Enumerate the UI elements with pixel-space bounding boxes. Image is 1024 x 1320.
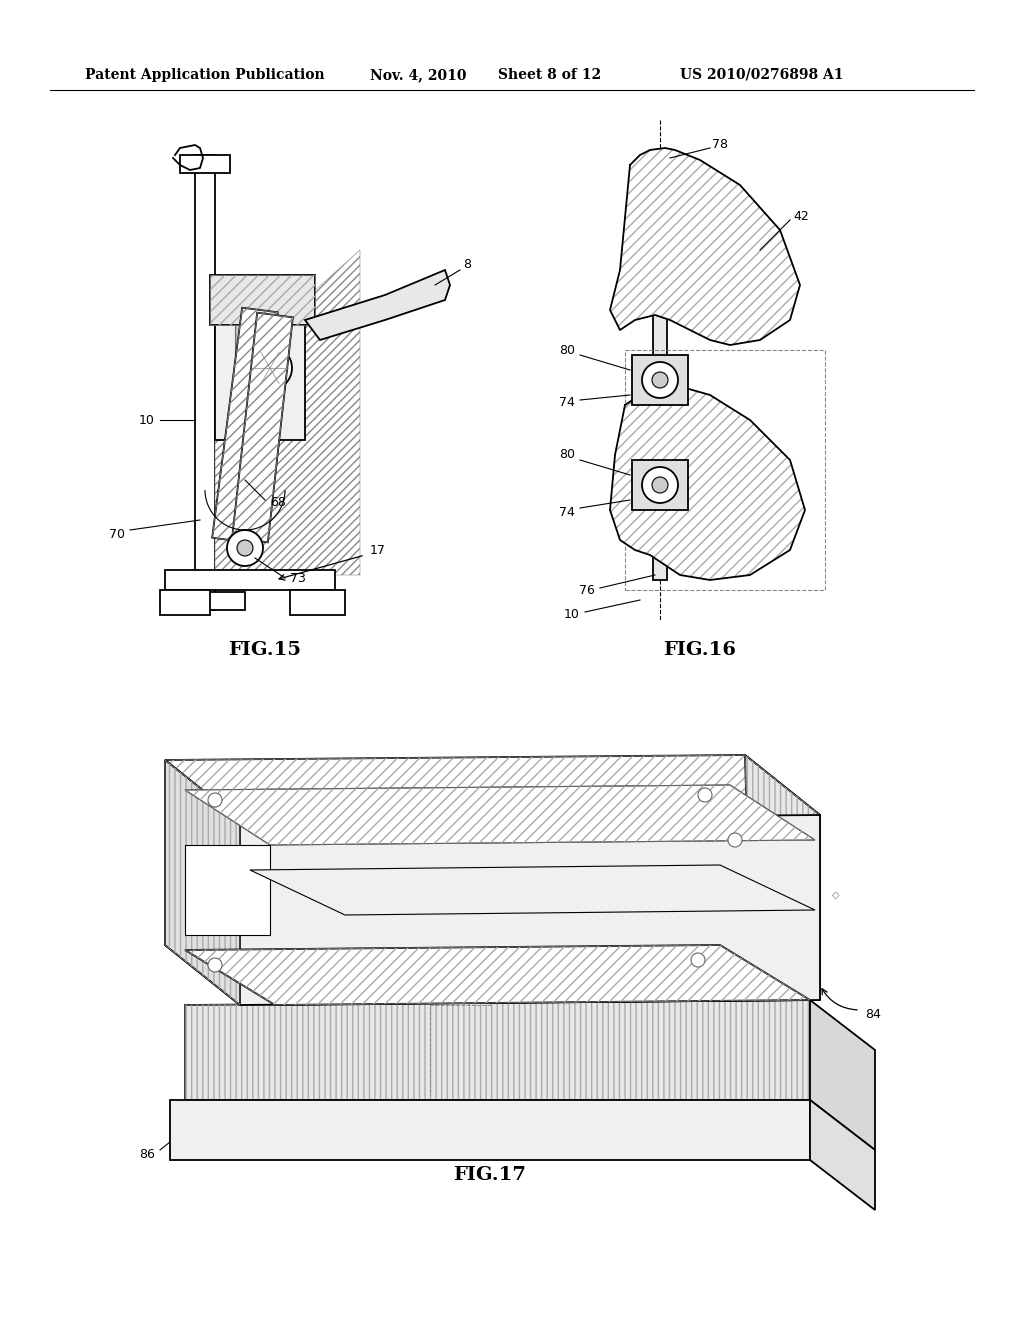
- Polygon shape: [165, 760, 240, 1005]
- Text: 74: 74: [559, 506, 575, 519]
- Text: 80: 80: [559, 449, 575, 462]
- Polygon shape: [215, 280, 305, 440]
- Text: FIG.16: FIG.16: [664, 642, 736, 659]
- Polygon shape: [212, 308, 278, 543]
- Circle shape: [237, 540, 253, 556]
- Circle shape: [260, 358, 280, 378]
- Polygon shape: [210, 275, 315, 325]
- Circle shape: [227, 531, 263, 566]
- Polygon shape: [180, 591, 245, 610]
- Polygon shape: [160, 590, 210, 615]
- Text: 70: 70: [109, 528, 125, 541]
- Polygon shape: [185, 785, 815, 845]
- Text: 17: 17: [370, 544, 386, 557]
- Circle shape: [642, 467, 678, 503]
- Polygon shape: [240, 814, 820, 1005]
- Polygon shape: [810, 1001, 874, 1150]
- Polygon shape: [232, 313, 293, 543]
- Text: Sheet 8 of 12: Sheet 8 of 12: [498, 69, 601, 82]
- Text: Patent Application Publication: Patent Application Publication: [85, 69, 325, 82]
- Polygon shape: [250, 865, 815, 915]
- Text: 84: 84: [865, 1008, 881, 1022]
- Polygon shape: [180, 154, 230, 173]
- Circle shape: [691, 953, 705, 968]
- Circle shape: [652, 372, 668, 388]
- Circle shape: [698, 788, 712, 803]
- Polygon shape: [632, 355, 688, 405]
- Polygon shape: [165, 755, 820, 820]
- Polygon shape: [165, 570, 335, 590]
- Polygon shape: [610, 385, 805, 579]
- Polygon shape: [305, 271, 450, 341]
- Polygon shape: [165, 940, 820, 1005]
- Text: 86: 86: [139, 1148, 155, 1162]
- Text: 42: 42: [793, 210, 809, 223]
- Polygon shape: [234, 290, 260, 430]
- Polygon shape: [810, 1100, 874, 1210]
- Circle shape: [208, 793, 222, 807]
- Text: 8: 8: [463, 259, 471, 272]
- Text: 80: 80: [559, 343, 575, 356]
- Circle shape: [642, 362, 678, 399]
- Text: 76: 76: [580, 583, 595, 597]
- Text: 78: 78: [712, 139, 728, 152]
- Polygon shape: [745, 755, 820, 1001]
- Text: FIG.17: FIG.17: [454, 1166, 526, 1184]
- Polygon shape: [185, 945, 810, 1005]
- Polygon shape: [195, 154, 215, 610]
- Polygon shape: [290, 590, 345, 615]
- Bar: [625, 350, 825, 590]
- Circle shape: [208, 958, 222, 972]
- Text: 73: 73: [290, 572, 306, 585]
- Text: 74: 74: [559, 396, 575, 409]
- Text: 10: 10: [139, 413, 155, 426]
- Polygon shape: [215, 260, 335, 570]
- Text: 68: 68: [270, 495, 286, 508]
- Polygon shape: [185, 845, 270, 935]
- Polygon shape: [610, 148, 800, 345]
- Text: US 2010/0276898 A1: US 2010/0276898 A1: [680, 69, 844, 82]
- Circle shape: [248, 346, 292, 389]
- Circle shape: [728, 833, 742, 847]
- Circle shape: [652, 477, 668, 492]
- Text: 10: 10: [564, 609, 580, 622]
- Polygon shape: [653, 154, 667, 579]
- Polygon shape: [185, 1001, 810, 1100]
- Polygon shape: [170, 1100, 810, 1160]
- Text: Nov. 4, 2010: Nov. 4, 2010: [370, 69, 467, 82]
- Text: ◇: ◇: [831, 890, 840, 900]
- Polygon shape: [632, 459, 688, 510]
- Text: FIG.15: FIG.15: [228, 642, 301, 659]
